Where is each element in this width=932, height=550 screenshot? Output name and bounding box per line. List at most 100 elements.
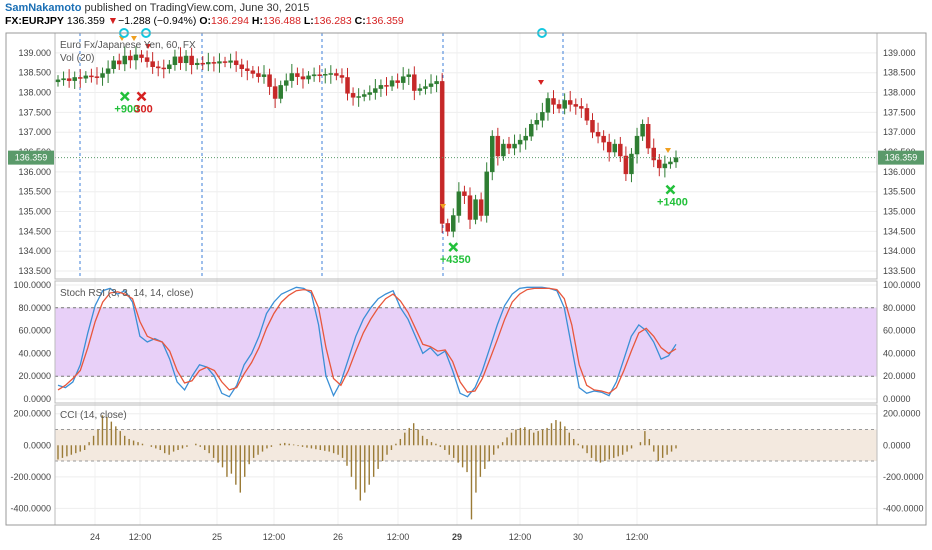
candle	[657, 154, 662, 177]
axes: 139.000 139.000 138.500 138.500 138.000 138.0…	[5, 32, 927, 542]
candle	[284, 73, 289, 92]
candle-body	[261, 74, 267, 77]
candle	[528, 119, 534, 141]
candle-body	[289, 73, 295, 81]
candle-body	[361, 94, 367, 97]
price-tick-right: 138.500	[883, 68, 916, 78]
candle	[567, 90, 573, 112]
candle	[451, 208, 456, 238]
candle	[517, 134, 523, 153]
candle	[395, 73, 400, 89]
author-name[interactable]: SamNakamoto	[5, 2, 82, 14]
candle	[94, 67, 100, 85]
candle	[473, 194, 478, 225]
candle	[272, 78, 278, 109]
candle-body	[645, 124, 651, 149]
candle	[573, 98, 579, 115]
candle	[155, 60, 161, 77]
candle-body	[384, 85, 389, 87]
high-label: H:	[251, 15, 263, 27]
candle-body	[72, 77, 77, 81]
candle-body	[478, 199, 484, 216]
candle-body	[317, 74, 322, 76]
rsi-tick-right: 20.0000	[883, 371, 916, 381]
candle-body	[256, 73, 261, 77]
candle-body	[506, 143, 512, 149]
high-value: 136.488	[262, 15, 301, 27]
trade-marker[interactable]: +900	[114, 91, 139, 115]
candle-body	[133, 54, 139, 61]
open-label: O:	[199, 15, 211, 27]
candle-body	[673, 157, 679, 163]
price-tick-left: 138.500	[18, 68, 51, 78]
price-tick-left: 135.500	[18, 187, 51, 197]
change-arrow: ▼	[107, 15, 119, 27]
candle-body	[623, 155, 629, 175]
candle	[222, 56, 228, 68]
candle-body	[178, 56, 183, 64]
candle-body	[545, 98, 551, 113]
pane-frame-2	[54, 404, 878, 526]
price-tick-right: 133.500	[883, 266, 916, 276]
price-tick-right: 134.000	[883, 246, 916, 256]
candle-body	[239, 64, 244, 69]
cci-pane[interactable]	[55, 415, 877, 520]
candle	[228, 53, 233, 69]
candle	[278, 80, 283, 104]
candle	[183, 50, 189, 72]
candle	[584, 103, 590, 126]
volume-label: Vol (20)	[60, 53, 94, 64]
candle-body	[350, 93, 356, 98]
candle	[662, 155, 668, 178]
stoch-rsi-pane[interactable]	[55, 286, 877, 398]
trade-marker[interactable]: +4350	[440, 242, 471, 266]
candle	[233, 51, 239, 72]
candle-body	[540, 112, 545, 121]
cci-title: CCI (14, close)	[60, 410, 127, 421]
candle-body	[161, 67, 167, 70]
candle-body	[167, 64, 172, 69]
low-label: L:	[303, 15, 314, 27]
rsi-tick-left: 60.0000	[18, 326, 51, 336]
price-tick-left: 134.500	[18, 226, 51, 236]
candle-body	[272, 86, 278, 99]
candle	[361, 89, 367, 102]
candle-body	[629, 153, 634, 175]
rsi-tick-left: 80.0000	[18, 303, 51, 313]
candle	[239, 58, 244, 78]
candle	[423, 79, 428, 95]
candle	[595, 122, 601, 144]
candle	[89, 68, 94, 83]
signal-triangle-icon	[440, 204, 446, 209]
candle	[434, 75, 439, 93]
quote-line: FX:EURJPY 136.359 ▼−1.288 (−0.94%) O:136…	[5, 15, 404, 27]
candle-body	[155, 66, 161, 69]
trade-marker[interactable]: +1400	[657, 184, 688, 209]
candle-body	[490, 135, 495, 173]
trade-marker[interactable]: 300	[134, 91, 153, 115]
candle	[551, 90, 556, 114]
candle-body	[395, 80, 400, 83]
candle	[328, 65, 334, 84]
candle	[122, 46, 128, 72]
candle	[345, 67, 350, 101]
candle-body	[668, 161, 673, 165]
candle	[206, 52, 211, 72]
candle-body	[501, 143, 506, 157]
candle	[111, 56, 116, 74]
candle	[66, 69, 72, 88]
candle	[462, 185, 467, 204]
candle	[367, 85, 373, 101]
candle-body	[662, 163, 668, 169]
candle-body	[606, 141, 612, 153]
trade-marker-label: 300	[134, 103, 152, 115]
candle	[300, 68, 306, 89]
rsi-tick-left: 40.0000	[18, 348, 51, 358]
candle	[378, 79, 384, 97]
last-price: 136.359	[66, 15, 105, 27]
candle-body	[206, 62, 211, 65]
price-tick-right: 136.000	[883, 167, 916, 177]
candle-body	[217, 61, 222, 64]
